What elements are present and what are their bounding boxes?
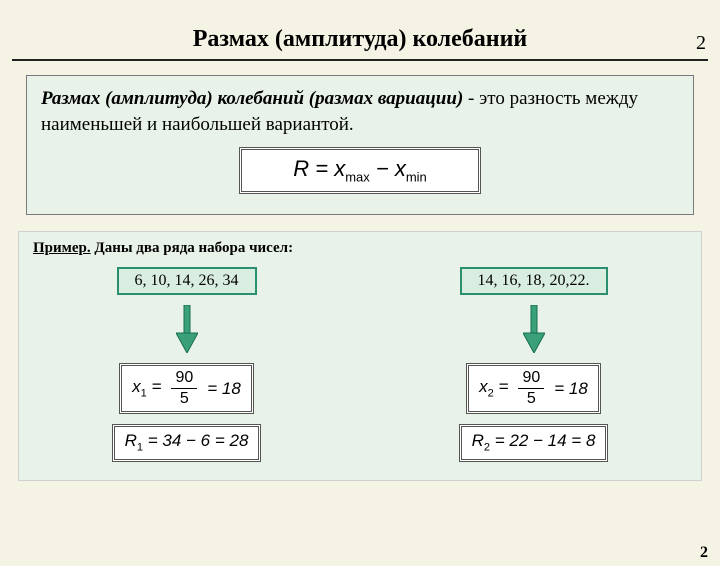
- example-heading: Пример. Даны два ряда набора чисел:: [33, 240, 687, 257]
- range-formula-2: R2 = 22 − 14 = 8: [459, 424, 609, 462]
- range2-b: 14: [548, 431, 567, 450]
- example-label: Пример.: [33, 240, 91, 256]
- example-panel: Пример. Даны два ряда набора чисел: 6, 1…: [18, 231, 702, 481]
- mean-formula-1: x1 = 90 5 = 18: [119, 363, 254, 414]
- definition-text: Размах (амплитуда) колебаний (размах вар…: [41, 86, 679, 137]
- mean2-val: 18: [569, 379, 588, 398]
- mean1-sub: 1: [141, 387, 147, 399]
- mean1-fraction: 90 5: [171, 370, 197, 407]
- range1-a: 34: [162, 431, 181, 450]
- formula-sub-min: min: [406, 170, 427, 185]
- mean2-fraction: 90 5: [518, 370, 544, 407]
- sequence-box-2: 14, 16, 18, 20,22.: [460, 267, 608, 295]
- sequence-box-1: 6, 10, 14, 26, 34: [117, 267, 257, 295]
- mean2-sub: 2: [488, 387, 494, 399]
- mean1-var: x: [132, 377, 141, 396]
- range2-a: 22: [509, 431, 528, 450]
- range1-sub: 1: [137, 442, 143, 454]
- mean2-num: 90: [518, 370, 544, 386]
- main-formula: R = xmax − xmin: [239, 147, 481, 194]
- definition-panel: Размах (амплитуда) колебаний (размах вар…: [26, 75, 694, 215]
- range2-var: R: [472, 431, 484, 450]
- formula-minus: −: [370, 156, 395, 181]
- formula-sub-max: max: [345, 170, 370, 185]
- example-columns: 6, 10, 14, 26, 34 x1 = 90 5 = 18 R1 = 34…: [33, 267, 687, 462]
- range2-val: 8: [586, 431, 595, 450]
- mean2-den: 5: [523, 391, 540, 407]
- formula-R: R: [293, 156, 309, 181]
- example-prompt: Даны два ряда набора чисел:: [91, 240, 293, 256]
- example-column-1: 6, 10, 14, 26, 34 x1 = 90 5 = 18 R1 = 34…: [112, 267, 262, 462]
- formula-eq: =: [309, 156, 334, 181]
- range1-var: R: [125, 431, 137, 450]
- arrow-down-icon: [523, 305, 545, 353]
- page-number-bottom: 2: [700, 544, 708, 562]
- example-column-2: 14, 16, 18, 20,22. x2 = 90 5 = 18 R2 = 2…: [459, 267, 609, 462]
- formula-x1: x: [334, 156, 345, 181]
- page-title: Размах (амплитуда) колебаний: [0, 26, 720, 53]
- range2-sub: 2: [484, 442, 490, 454]
- definition-term: Размах (амплитуда) колебаний (размах вар…: [41, 88, 463, 109]
- title-rule: [12, 59, 708, 61]
- mean2-var: x: [479, 377, 488, 396]
- range1-b: 6: [201, 431, 210, 450]
- formula-x2: x: [395, 156, 406, 181]
- mean1-val: 18: [222, 379, 241, 398]
- range1-val: 28: [230, 431, 249, 450]
- mean1-den: 5: [176, 391, 193, 407]
- mean1-num: 90: [171, 370, 197, 386]
- arrow-down-icon: [176, 305, 198, 353]
- page-number-top: 2: [696, 32, 706, 55]
- range-formula-1: R1 = 34 − 6 = 28: [112, 424, 262, 462]
- mean-formula-2: x2 = 90 5 = 18: [466, 363, 601, 414]
